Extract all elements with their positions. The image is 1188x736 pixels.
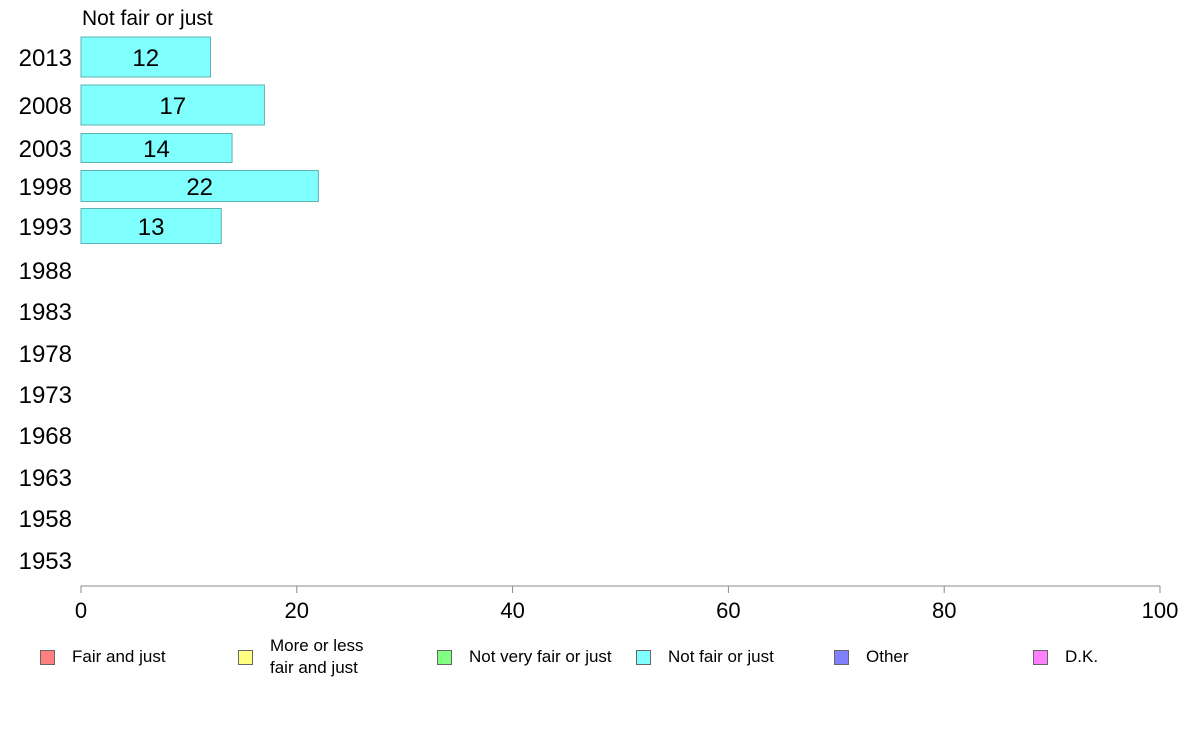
x-tick-label: 20 [285, 598, 309, 623]
legend: Fair and just More or less fair and just N… [0, 630, 1188, 690]
legend-label: D.K. [1065, 647, 1099, 666]
legend-item: Fair and just [40, 630, 166, 684]
bar [80, 36, 211, 78]
bar [80, 84, 265, 126]
bar-value-label: 13 [138, 214, 165, 241]
legend-label: Fair and just [72, 647, 166, 666]
legend-swatch [1033, 649, 1048, 665]
y-tick-label: 1968 [19, 423, 72, 450]
bar-value-label: 14 [143, 136, 170, 163]
y-tick-label: 1978 [19, 341, 72, 368]
y-tick-label: 2003 [19, 136, 72, 163]
legend-swatch [834, 649, 849, 665]
legend-swatch [238, 649, 253, 665]
bar [80, 133, 233, 163]
legend-item: Not very fair or just [437, 630, 612, 684]
y-tick-label: 1988 [19, 258, 72, 285]
x-tick-label: 100 [1142, 598, 1179, 623]
bar [80, 208, 222, 244]
x-tick-label: 0 [75, 598, 87, 623]
x-tick-label: 60 [716, 598, 740, 623]
legend-item: Not fair or just [636, 630, 774, 684]
y-tick-label: 2008 [19, 93, 72, 120]
bar-value-label: 12 [132, 45, 159, 72]
legend-item: Other [834, 630, 909, 684]
y-tick-label: 1993 [19, 214, 72, 241]
legend-label: Not very fair or just [469, 647, 612, 666]
y-tick-label: 1953 [19, 548, 72, 575]
legend-swatch [40, 649, 55, 665]
legend-label: Not fair or just [668, 647, 774, 666]
x-axis: 0 20 40 60 80 100 [75, 585, 1179, 623]
legend-swatch [437, 649, 452, 665]
legend-swatch [636, 649, 651, 665]
y-tick-label: 1973 [19, 382, 72, 409]
bar-value-label: 22 [186, 174, 213, 201]
chart-title: Not fair or just [82, 7, 213, 30]
y-tick-label: 1963 [19, 465, 72, 492]
legend-item: More or less fair and just [238, 630, 390, 684]
y-tick-label: 1958 [19, 506, 72, 533]
bar-value-label: 17 [159, 93, 186, 120]
y-tick-label: 1998 [19, 174, 72, 201]
y-tick-label: 1983 [19, 299, 72, 326]
legend-item: D.K. [1033, 630, 1098, 684]
y-axis-labels: 2013 2008 2003 1998 1993 1988 1983 1978 1973 1968… [19, 45, 72, 575]
legend-label: More or less fair and just [270, 636, 364, 677]
x-tick-label: 80 [932, 598, 956, 623]
bar [80, 170, 319, 202]
x-tick-label: 40 [500, 598, 524, 623]
y-tick-label: 2013 [19, 45, 72, 72]
legend-label: Other [866, 647, 909, 666]
